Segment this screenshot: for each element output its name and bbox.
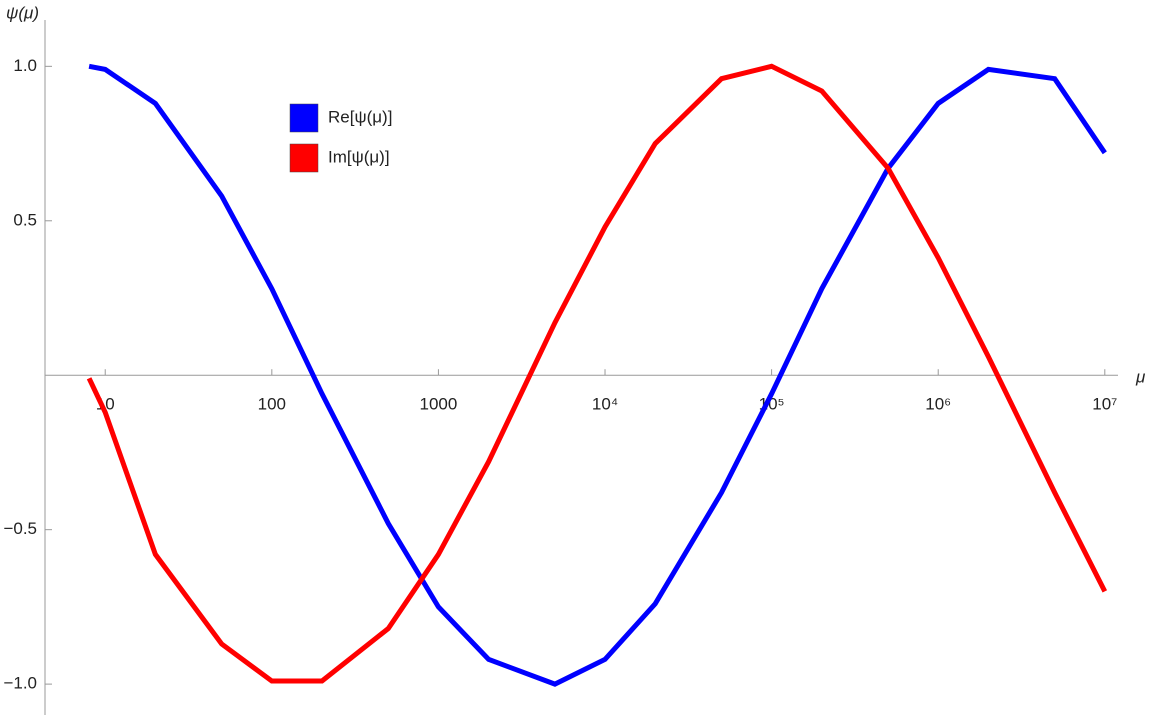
- y-tick-label: −1.0: [3, 674, 37, 693]
- y-tick-label: −0.5: [3, 519, 37, 538]
- x-tick-label: 100: [258, 395, 286, 414]
- legend-label: Re[ψ(μ)]: [328, 107, 392, 126]
- y-tick-label: 0.5: [13, 210, 37, 229]
- y-tick-label: 1.0: [13, 56, 37, 75]
- x-tick-label: 10⁷: [1092, 395, 1117, 414]
- legend-swatch: [289, 103, 319, 133]
- legend-label: Im[ψ(μ)]: [328, 147, 390, 166]
- series-line: [86, 63, 1108, 684]
- x-axis-label: μ: [1135, 367, 1146, 386]
- y-axis-label: ψ(μ): [6, 3, 39, 22]
- series-line: [88, 63, 1107, 687]
- x-tick-label: 10⁴: [592, 395, 618, 414]
- x-tick-label: 1000: [420, 395, 458, 414]
- legend-swatch: [289, 143, 319, 173]
- x-tick-label: 10⁶: [925, 395, 951, 414]
